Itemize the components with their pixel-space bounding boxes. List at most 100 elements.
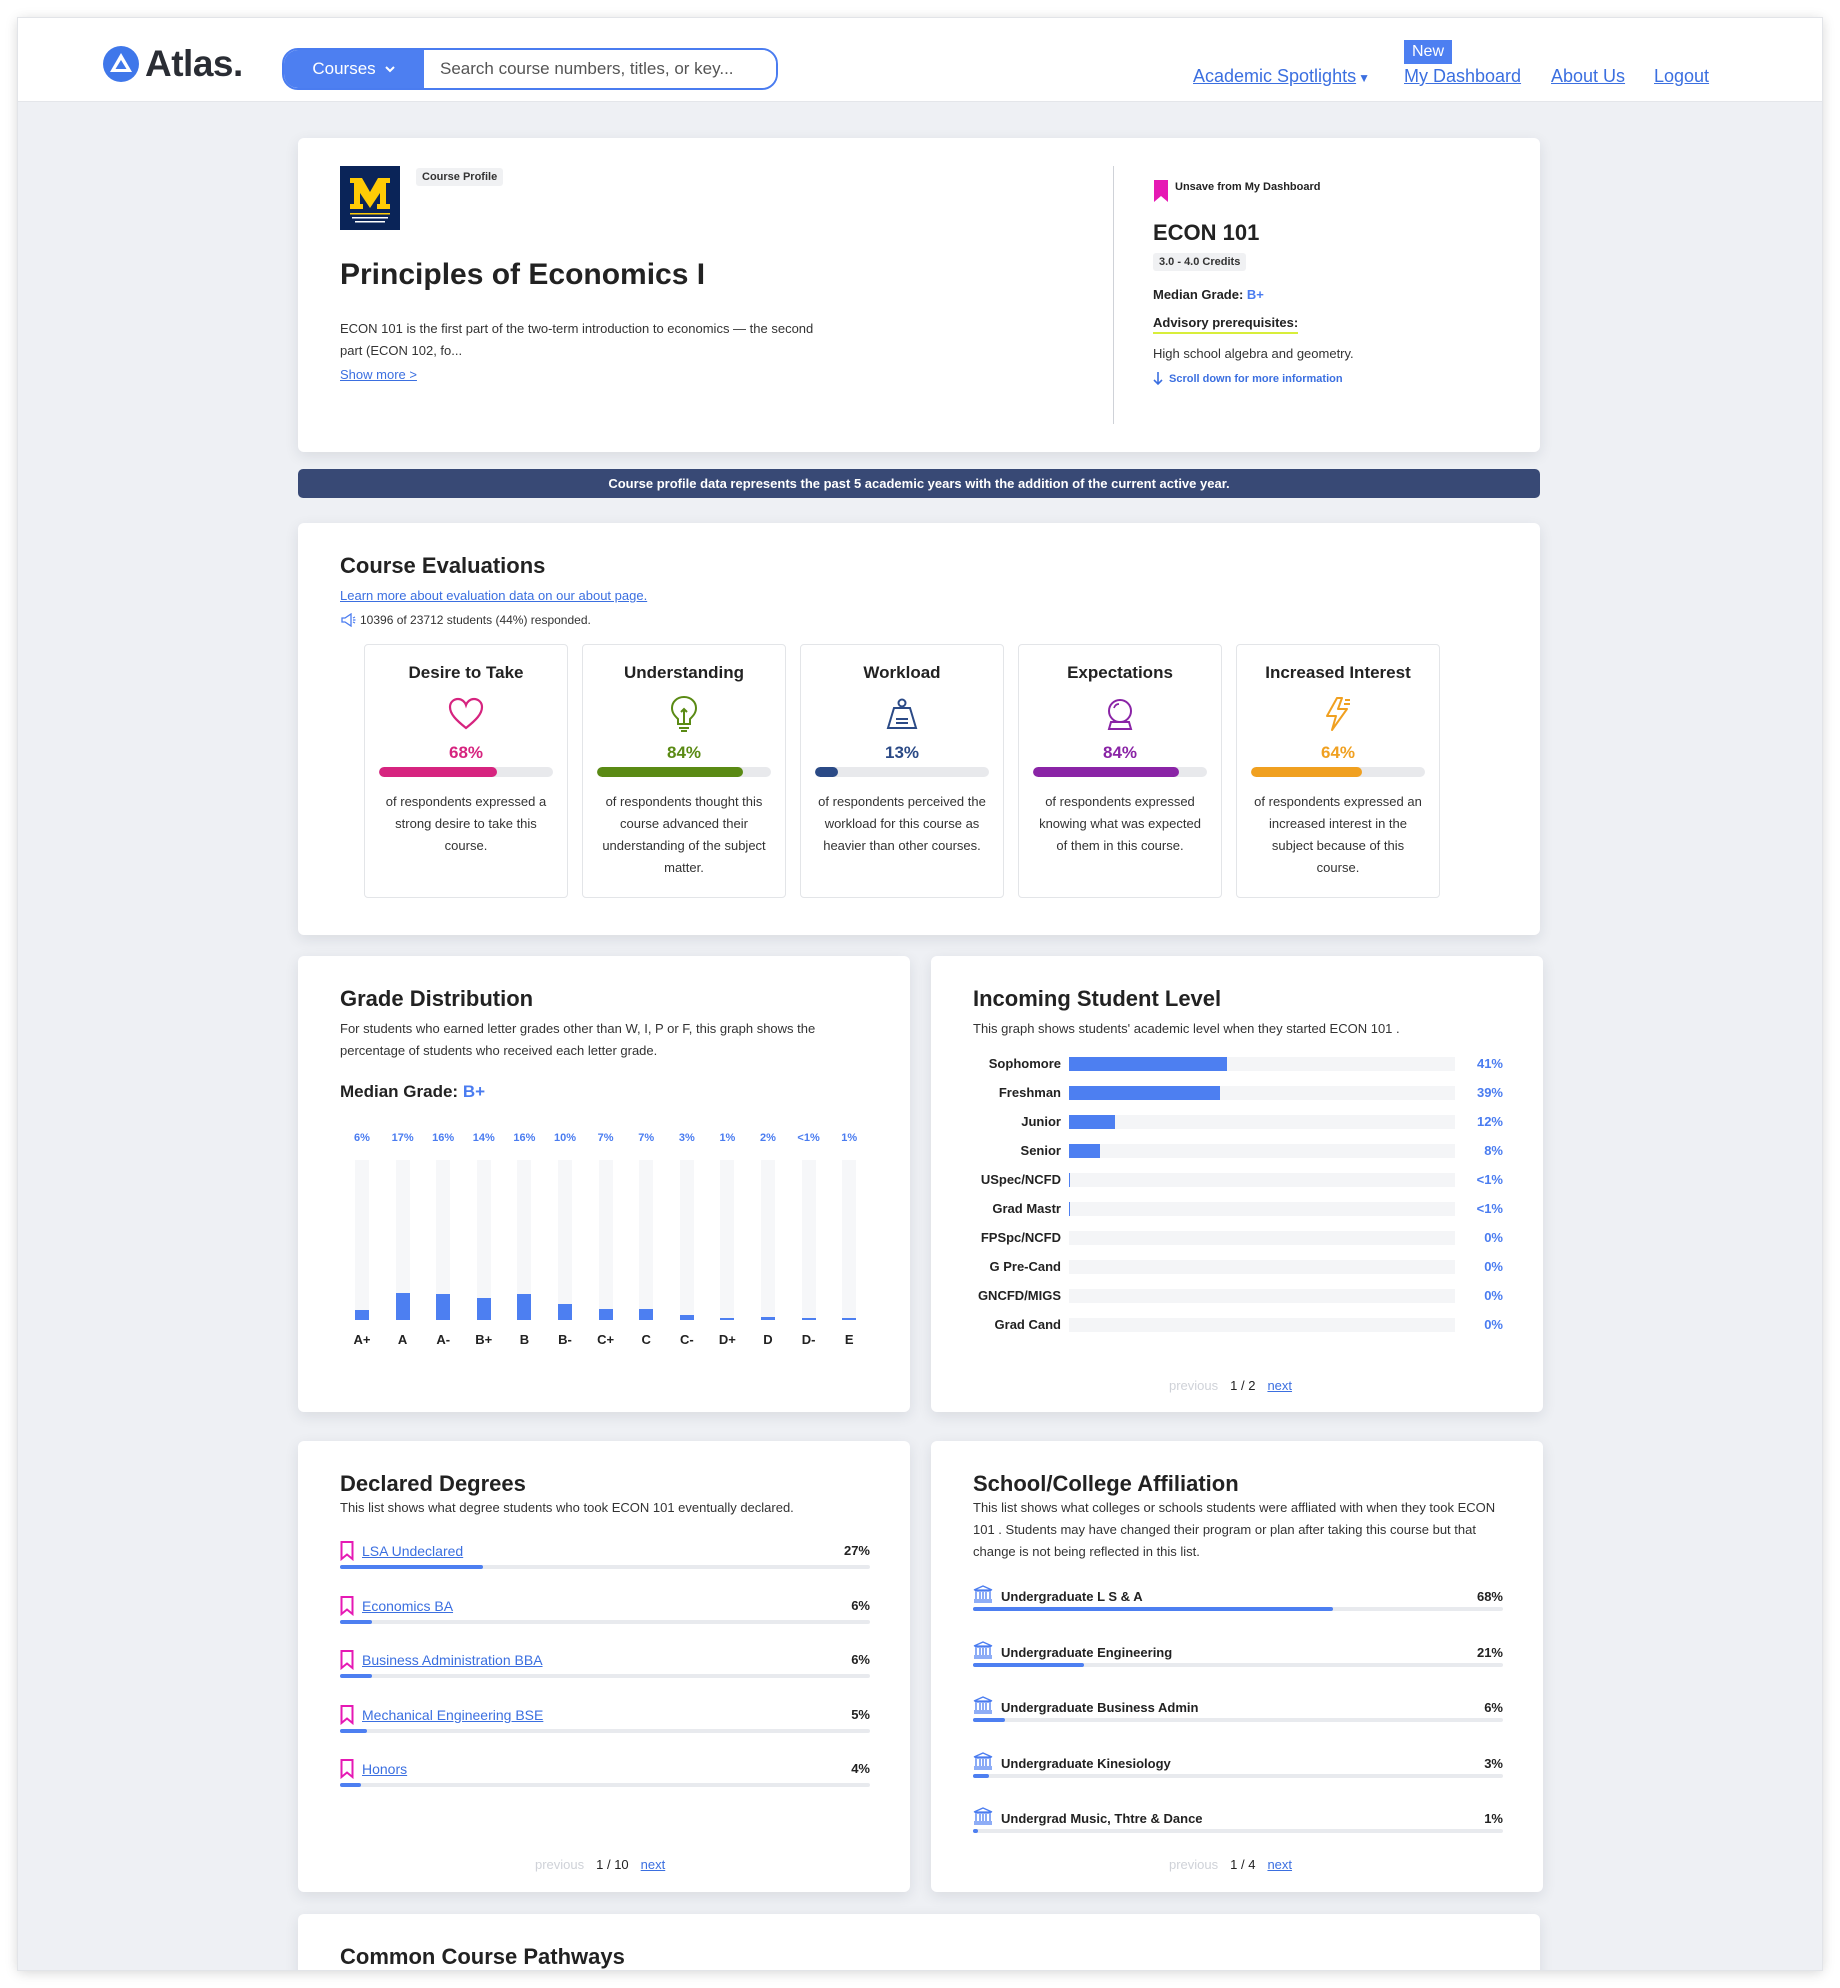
unsave-button[interactable]: Unsave from My Dashboard [1153,180,1320,202]
nav-about-us[interactable]: About Us [1551,66,1626,86]
pager-next[interactable]: next [640,1857,666,1872]
evaluation-card-title: Desire to Take [408,663,524,682]
grade-bar-value-label: 16% [513,1132,536,1144]
degree-percent: 4% [851,1761,870,1776]
bookmark-outline-icon[interactable] [340,1759,354,1779]
level-label: USpec/NCFD [980,1172,1061,1187]
level-bar-track [1069,1318,1455,1332]
level-value: <1% [1476,1201,1503,1216]
level-label: Freshman [998,1085,1061,1100]
evaluation-card-progress-bar [1033,767,1207,777]
grade-bar-track [598,1160,613,1320]
nav-my-dashboard[interactable]: My Dashboard [1404,66,1522,86]
evaluation-card-understanding: Understanding 84% of respondents thought t… [582,644,786,898]
grade-category-label: E [844,1332,854,1347]
school-list-item: Undergraduate Engineering 21% [973,1640,1503,1681]
grade-bar-track [436,1160,451,1320]
level-value: 8% [1484,1143,1503,1158]
evaluation-card-increased-interest: Increased Interest 64% of respondents expr… [1236,644,1440,898]
caret-down-icon: ▼ [1358,71,1370,85]
grade-category-label: D+ [718,1332,736,1347]
level-bar-track [1069,1260,1455,1274]
school-affiliation-title: School/College Affiliation [973,1471,1239,1496]
grade-distribution-description: For students who earned letter grades ot… [340,1021,816,1058]
level-value: 12% [1476,1114,1503,1129]
incoming-level-pager: previous 1 / 2 next [1169,1378,1292,1393]
bookmark-outline-icon[interactable] [340,1595,354,1616]
declared-degrees-list: LSA Undeclared 27% Economics BA 6% Business … [340,1541,870,1823]
school-name: Undergraduate Business Admin [1001,1700,1199,1715]
degree-bar [340,1783,362,1787]
bookmark-outline-icon[interactable] [340,1541,354,1561]
bookmark-outline-icon[interactable] [340,1704,354,1725]
grade-distribution-chart: 6% A+ 17% A 16% A- 14% B+ 16% B 10% B- 7% C+ 7% C 3% C- 1%… [340,1132,870,1372]
degree-bar [340,1674,372,1678]
pager-page: 1 / 4 [1230,1857,1256,1872]
atlas-logo[interactable]: Atlas. [102,44,243,84]
chevron-down-icon [384,66,395,73]
level-value: 41% [1476,1056,1503,1071]
grade-category-label: B- [558,1332,572,1347]
degree-link[interactable]: Economics BA [362,1597,454,1614]
nav-academic-spotlights[interactable]: Academic Spotlights ▼ [1193,66,1370,87]
degree-bar-track [340,1728,870,1733]
degree-bar-track [340,1783,870,1787]
grade-bar-track [639,1160,654,1320]
level-value: 0% [1484,1259,1503,1274]
degree-bar [340,1619,372,1624]
school-bar [973,1773,989,1778]
institution-icon [973,1640,993,1659]
pager-next[interactable]: next [1267,1378,1293,1393]
show-more-link[interactable]: Show more > [340,367,417,382]
school-bar [973,1718,1005,1722]
institution-icon [973,1696,993,1714]
block-m-icon [350,178,390,223]
scroll-down-link[interactable]: Scroll down for more information [1153,372,1343,386]
grade-bar-value-label: 14% [472,1132,495,1144]
degree-list-item: Honors 4% [340,1759,870,1797]
evaluation-about-link[interactable]: Learn more about evaluation data on our … [340,588,648,603]
evaluation-card-description: of respondents expressed an increased in… [1254,794,1422,875]
grade-bar [598,1308,613,1320]
pager-next[interactable]: next [1267,1857,1293,1872]
evaluation-card-percent: 84% [1102,743,1138,762]
degree-list-item: Mechanical Engineering BSE 5% [340,1704,870,1743]
level-bar-track [1069,1289,1455,1303]
grade-bar [355,1310,369,1320]
level-bar-track [1069,1086,1455,1100]
course-evaluations-title: Course Evaluations [340,553,546,578]
nav-logout[interactable]: Logout [1654,66,1710,86]
degree-link[interactable]: Mechanical Engineering BSE [362,1706,544,1723]
school-percent: 6% [1484,1700,1503,1715]
school-affiliation-description: This list shows what colleges or schools… [973,1500,1496,1559]
new-badge: New [1404,40,1453,64]
level-bar [1069,1202,1070,1216]
degree-link[interactable]: Business Administration BBA [362,1652,543,1668]
level-bar [1069,1144,1100,1158]
courses-dropdown-button[interactable]: Courses [284,50,424,88]
level-label: GNCFD/MIGS [977,1288,1061,1303]
grade-bar-value-label: <1% [797,1132,820,1144]
degree-link[interactable]: Honors [362,1761,408,1777]
grade-bar [395,1292,410,1320]
grade-median-label: Median Grade: [340,1082,459,1101]
grade-bar [476,1297,491,1320]
level-bar [1069,1173,1070,1187]
evaluation-card-percent: 13% [884,743,920,762]
level-value: 39% [1476,1085,1503,1100]
level-label: FPSpc/NCFD [980,1230,1061,1245]
unsave-label: Unsave from My Dashboard [1175,181,1321,193]
school-bar [973,1829,979,1833]
incoming-level-description: This graph shows students' academic leve… [973,1021,1400,1036]
evaluation-card-description: of respondents perceived the workload fo… [818,794,986,853]
grade-bar-track [355,1160,369,1320]
evaluation-card-progress-bar [815,767,989,777]
search-input[interactable] [424,50,776,88]
degree-percent: 6% [851,1652,870,1667]
scroll-down-label: Scroll down for more information [1169,373,1343,385]
degree-link[interactable]: LSA Undeclared [362,1543,464,1559]
grade-category-label: B+ [475,1332,493,1347]
bookmark-outline-icon[interactable] [340,1650,354,1670]
grade-bar-track [679,1160,694,1320]
school-list-item: Undergraduate Business Admin 6% [973,1696,1503,1736]
